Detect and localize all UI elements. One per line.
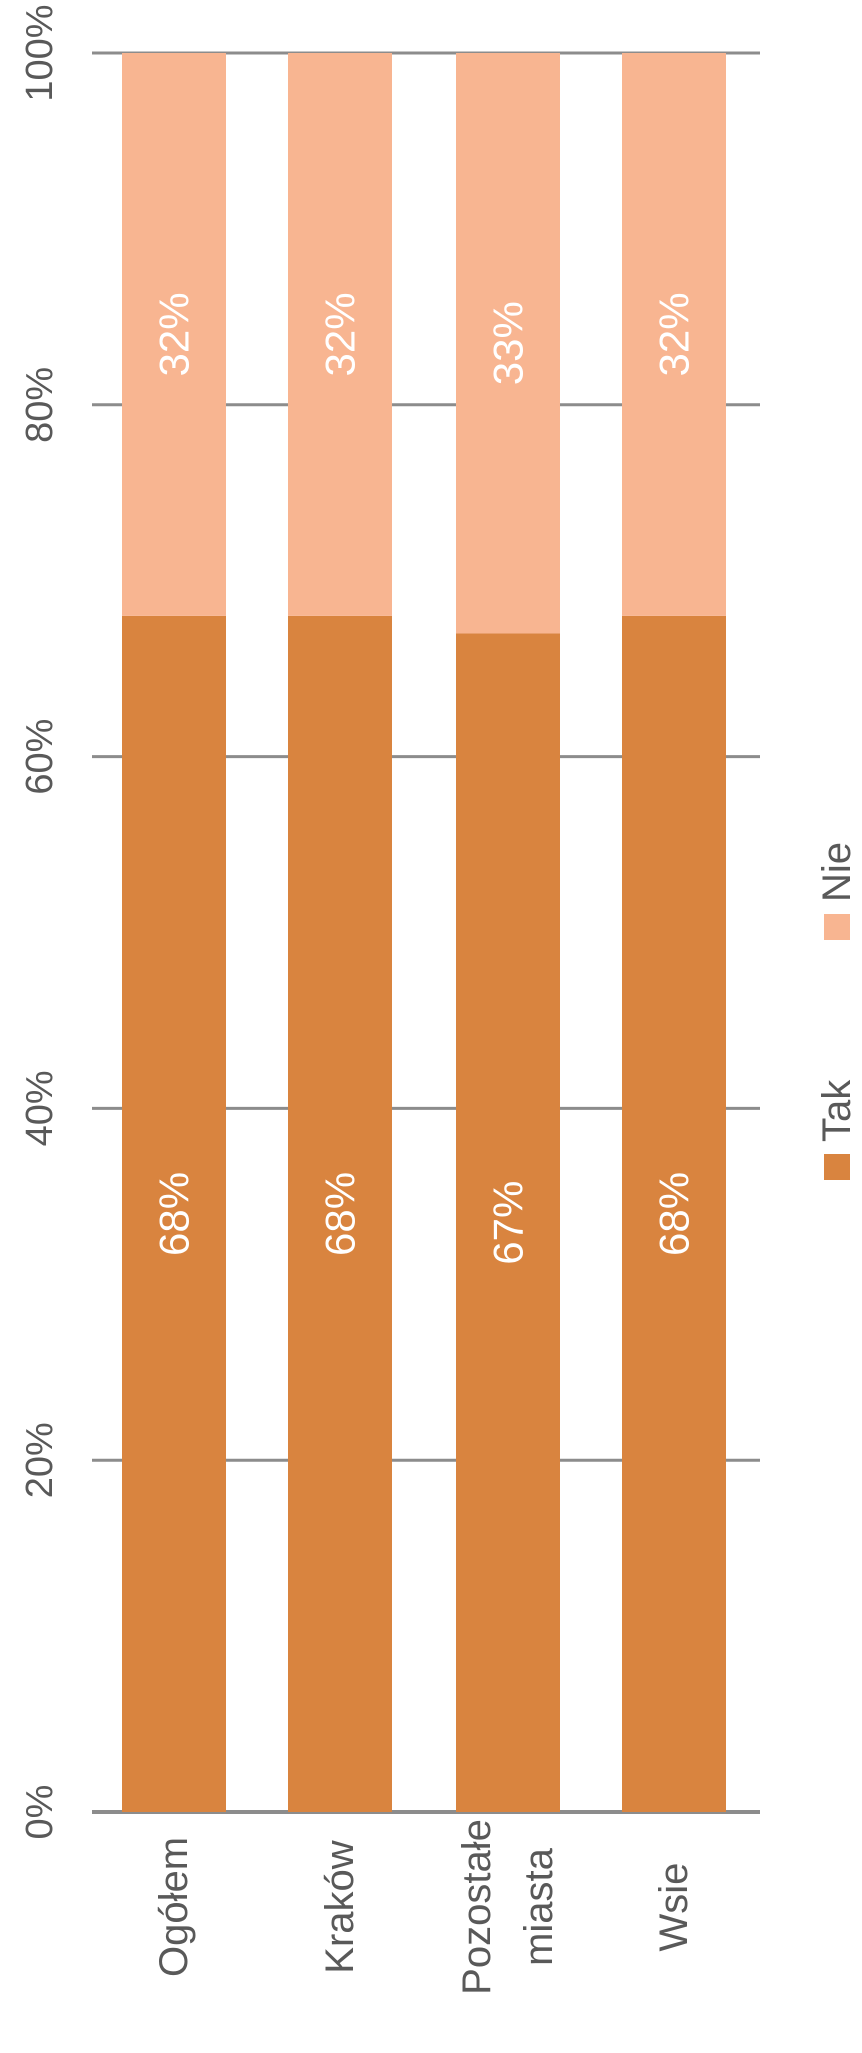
data-label: 67%: [485, 1181, 532, 1265]
category-label: miasta: [517, 1847, 561, 1966]
legend: Tak Nie: [815, 842, 859, 1180]
bars: [122, 53, 726, 1812]
legend-swatch-nie: [824, 914, 850, 940]
category-label: Pozostałe: [455, 1819, 499, 1995]
tick-label: 100%: [19, 4, 61, 101]
data-label: 32%: [651, 292, 698, 376]
bar-segment-tak: [456, 633, 560, 1812]
legend-label: Nie: [815, 842, 859, 902]
category-label: Kraków: [318, 1840, 362, 1973]
tick-label: 80%: [19, 367, 61, 443]
data-label: 68%: [651, 1172, 698, 1256]
tick-label: 20%: [19, 1422, 61, 1498]
data-label: 68%: [317, 1172, 364, 1256]
bar-segment-tak: [288, 615, 392, 1812]
bar-segment-nie: [622, 53, 726, 616]
tick-label: 40%: [19, 1070, 61, 1146]
category-axis: Ogółem Kraków Pozostałe miasta Wsie: [152, 1819, 696, 1995]
legend-label: Tak: [815, 1079, 859, 1142]
bar-segment-tak: [122, 615, 226, 1812]
data-label: 68%: [151, 1172, 198, 1256]
legend-swatch-tak: [824, 1154, 850, 1180]
tick-label: 60%: [19, 719, 61, 795]
value-axis: 0% 20% 40% 60% 80% 100%: [19, 4, 61, 1839]
bar-segment-nie: [288, 53, 392, 616]
data-label: 33%: [485, 301, 532, 385]
bar-segment-nie: [122, 53, 226, 616]
bar-segment-nie: [456, 53, 560, 634]
data-label: 32%: [317, 292, 364, 376]
tick-label: 0%: [19, 1785, 61, 1840]
category-label: Ogółem: [152, 1837, 196, 1977]
data-label: 32%: [151, 292, 198, 376]
data-labels: 68% 32% 68% 32% 67% 33% 68% 32%: [151, 292, 698, 1264]
category-label: Wsie: [652, 1863, 696, 1952]
bar-segment-tak: [622, 615, 726, 1812]
